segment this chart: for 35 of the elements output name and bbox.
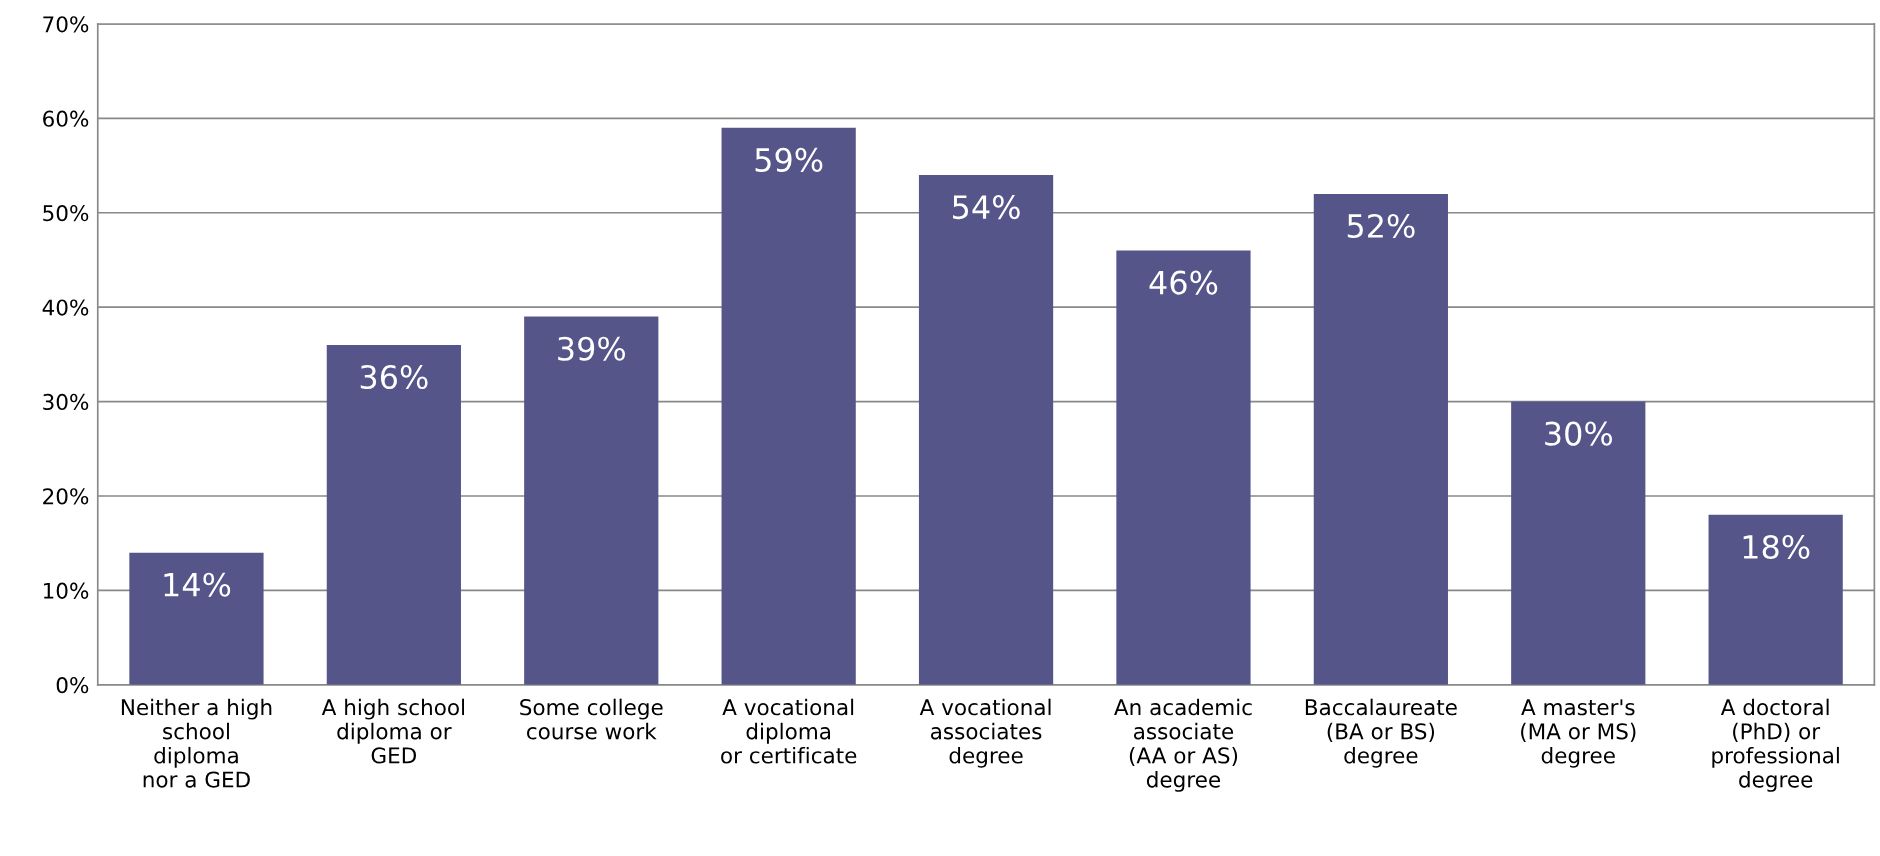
data-label: 18% (1743, 534, 1810, 560)
bar (1313, 193, 1448, 685)
x-tick-label: Some college course work (520, 698, 663, 740)
data-label: 14% (164, 572, 231, 597)
data-label: 30% (1545, 421, 1612, 446)
bar (1116, 250, 1251, 685)
x-tick-label: A doctoral (PhD) or professional degree (1712, 698, 1839, 792)
bar (524, 316, 659, 685)
bar (129, 552, 264, 685)
bar (1708, 514, 1843, 685)
x-tick-label: Baccalaureate (BA or BS) degree (1305, 698, 1457, 768)
x-tick-label: A vocational associates degree (919, 698, 1051, 768)
x-tick-label: A high school diploma or GED (321, 698, 465, 764)
y-tick-label: 0% (56, 677, 89, 694)
data-label: 59% (755, 147, 823, 172)
data-label: 52% (1347, 213, 1415, 239)
y-tick-label: 50% (43, 204, 89, 222)
x-tick-label: A vocational diploma or certificate (721, 698, 857, 764)
y-tick-label: 70% (43, 16, 89, 33)
y-tick-label: 40% (42, 299, 89, 316)
x-tick-label: An academic associate (AA or AS) degree (1114, 698, 1252, 792)
bar (1511, 401, 1646, 685)
data-label: 54% (953, 195, 1020, 220)
y-tick-label: 20% (43, 488, 89, 505)
data-label: 39% (558, 336, 625, 361)
y-tick-label: 30% (43, 393, 89, 411)
x-tick-label: A master's (MA or MS) degree (1521, 699, 1636, 768)
y-tick-label: 60% (43, 110, 89, 127)
y-tick-label: 10% (43, 582, 89, 599)
data-label: 36% (360, 364, 428, 390)
x-tick-label: Neither a high school diploma nor a GED (121, 698, 272, 788)
bar (721, 127, 856, 685)
data-label: 46% (1149, 270, 1218, 295)
bar (326, 344, 461, 685)
bar (918, 175, 1054, 685)
